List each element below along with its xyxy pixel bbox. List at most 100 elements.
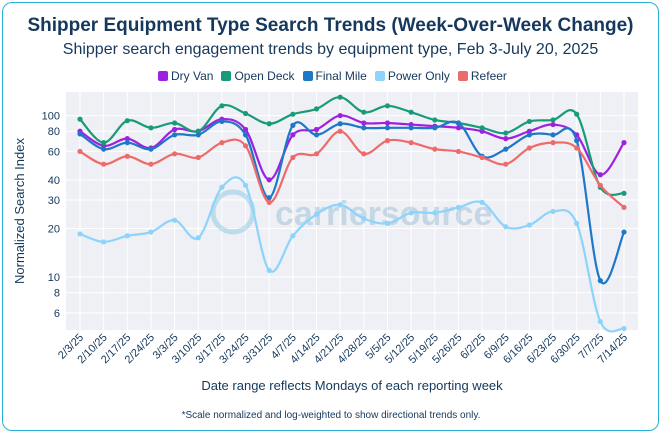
data-point-refeer[interactable] xyxy=(574,145,580,151)
data-point-final-mile[interactable] xyxy=(621,229,627,235)
data-point-refeer[interactable] xyxy=(242,143,249,149)
data-point-refeer[interactable] xyxy=(408,140,414,146)
data-point-power-only[interactable] xyxy=(526,222,532,228)
data-point-dry-van[interactable] xyxy=(503,136,509,142)
data-point-power-only[interactable] xyxy=(101,239,107,245)
data-point-open-deck[interactable] xyxy=(195,128,201,134)
data-point-final-mile[interactable] xyxy=(526,132,532,138)
data-point-final-mile[interactable] xyxy=(101,146,107,152)
data-point-open-deck[interactable] xyxy=(124,118,130,124)
data-point-open-deck[interactable] xyxy=(77,116,83,122)
data-point-open-deck[interactable] xyxy=(408,109,414,115)
data-point-refeer[interactable] xyxy=(313,151,320,157)
data-point-dry-van[interactable] xyxy=(455,125,462,131)
data-point-final-mile[interactable] xyxy=(408,125,414,131)
data-point-refeer[interactable] xyxy=(77,148,83,155)
data-point-final-mile[interactable] xyxy=(148,146,154,152)
data-point-power-only[interactable] xyxy=(479,199,485,205)
data-point-open-deck[interactable] xyxy=(242,110,249,117)
data-point-refeer[interactable] xyxy=(195,154,201,161)
data-point-final-mile[interactable] xyxy=(432,125,438,131)
data-point-power-only[interactable] xyxy=(597,318,603,325)
data-point-dry-van[interactable] xyxy=(172,126,178,133)
data-point-power-only[interactable] xyxy=(574,220,580,226)
data-point-refeer[interactable] xyxy=(101,161,107,167)
data-point-open-deck[interactable] xyxy=(313,106,320,112)
data-point-power-only[interactable] xyxy=(337,202,343,208)
data-point-final-mile[interactable] xyxy=(574,138,580,144)
data-point-open-deck[interactable] xyxy=(503,130,509,136)
data-point-power-only[interactable] xyxy=(432,210,438,216)
data-point-dry-van[interactable] xyxy=(384,120,391,126)
data-point-power-only[interactable] xyxy=(148,229,154,235)
data-point-open-deck[interactable] xyxy=(337,94,343,100)
legend-item-power-only[interactable]: Power Only xyxy=(374,69,450,83)
data-point-final-mile[interactable] xyxy=(597,278,603,284)
data-point-refeer[interactable] xyxy=(503,161,509,167)
data-point-power-only[interactable] xyxy=(124,233,130,239)
data-point-power-only[interactable] xyxy=(172,217,178,223)
data-point-power-only[interactable] xyxy=(408,210,414,216)
data-point-final-mile[interactable] xyxy=(77,131,83,137)
data-point-dry-van[interactable] xyxy=(124,136,130,142)
data-point-power-only[interactable] xyxy=(219,184,225,190)
data-point-power-only[interactable] xyxy=(195,235,201,241)
data-point-refeer[interactable] xyxy=(148,161,154,167)
data-point-dry-van[interactable] xyxy=(361,120,367,126)
data-point-refeer[interactable] xyxy=(526,145,532,151)
data-point-dry-van[interactable] xyxy=(550,121,556,128)
data-point-final-mile[interactable] xyxy=(290,122,296,128)
data-point-open-deck[interactable] xyxy=(266,121,272,127)
data-point-refeer[interactable] xyxy=(172,151,178,157)
data-point-refeer[interactable] xyxy=(455,148,462,155)
data-point-final-mile[interactable] xyxy=(313,132,320,138)
data-point-dry-van[interactable] xyxy=(242,126,249,133)
data-point-open-deck[interactable] xyxy=(290,111,296,117)
data-point-refeer[interactable] xyxy=(384,138,391,144)
data-point-power-only[interactable] xyxy=(361,216,367,222)
data-point-power-only[interactable] xyxy=(242,182,249,188)
data-point-power-only[interactable] xyxy=(290,233,296,239)
data-point-final-mile[interactable] xyxy=(361,125,367,131)
data-point-refeer[interactable] xyxy=(432,146,438,152)
data-point-dry-van[interactable] xyxy=(290,132,296,138)
data-point-final-mile[interactable] xyxy=(219,118,225,125)
data-point-dry-van[interactable] xyxy=(621,140,627,146)
data-point-final-mile[interactable] xyxy=(124,140,130,146)
data-point-final-mile[interactable] xyxy=(337,121,343,127)
data-point-power-only[interactable] xyxy=(266,267,272,273)
data-point-dry-van[interactable] xyxy=(526,128,532,134)
legend-item-dry-van[interactable]: Dry Van xyxy=(158,69,213,83)
data-point-open-deck[interactable] xyxy=(621,190,627,196)
data-point-open-deck[interactable] xyxy=(219,103,225,109)
data-point-open-deck[interactable] xyxy=(101,140,107,146)
legend-item-refeer[interactable]: Refeer xyxy=(457,69,507,83)
data-point-refeer[interactable] xyxy=(124,153,130,159)
data-point-power-only[interactable] xyxy=(384,220,391,226)
data-point-final-mile[interactable] xyxy=(172,132,178,138)
data-point-dry-van[interactable] xyxy=(313,126,320,133)
data-point-refeer[interactable] xyxy=(337,128,343,134)
data-point-dry-van[interactable] xyxy=(337,112,343,119)
data-point-open-deck[interactable] xyxy=(384,103,391,109)
data-point-final-mile[interactable] xyxy=(550,132,556,138)
data-point-refeer[interactable] xyxy=(479,154,485,161)
data-point-open-deck[interactable] xyxy=(148,125,154,131)
data-point-refeer[interactable] xyxy=(621,204,627,211)
data-point-power-only[interactable] xyxy=(455,204,462,211)
data-point-open-deck[interactable] xyxy=(172,120,178,126)
data-point-open-deck[interactable] xyxy=(550,117,556,123)
data-point-refeer[interactable] xyxy=(266,199,272,205)
data-point-power-only[interactable] xyxy=(77,231,83,237)
data-point-final-mile[interactable] xyxy=(195,132,201,138)
data-point-open-deck[interactable] xyxy=(526,118,532,125)
data-point-power-only[interactable] xyxy=(313,211,320,217)
data-point-power-only[interactable] xyxy=(621,325,627,332)
data-point-refeer[interactable] xyxy=(219,140,225,146)
legend-item-open-deck[interactable]: Open Deck xyxy=(221,69,295,83)
data-point-power-only[interactable] xyxy=(503,224,509,230)
data-point-final-mile[interactable] xyxy=(503,146,509,152)
data-point-open-deck[interactable] xyxy=(361,109,367,115)
data-point-refeer[interactable] xyxy=(290,154,296,161)
data-point-dry-van[interactable] xyxy=(597,172,603,178)
